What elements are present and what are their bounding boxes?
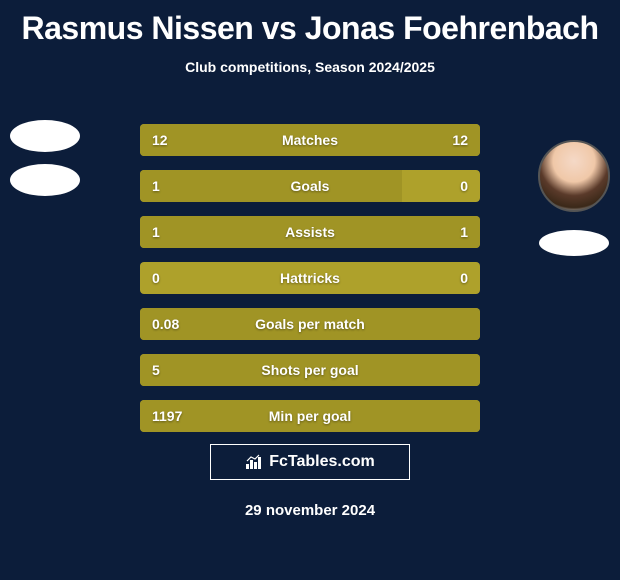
stat-value-right: 0 xyxy=(460,270,468,286)
brand-text: FcTables.com xyxy=(269,453,375,471)
player-left-flag-placeholder xyxy=(10,164,80,196)
stat-value-left: 1 xyxy=(152,224,160,240)
stat-label: Matches xyxy=(282,132,338,148)
player-right-flag-placeholder xyxy=(539,230,609,256)
footer-date: 29 november 2024 xyxy=(245,502,375,519)
stat-row: 12 Matches 12 xyxy=(140,124,480,156)
stat-label: Hattricks xyxy=(280,270,340,286)
stat-value-right: 12 xyxy=(452,132,468,148)
stat-fill-right xyxy=(310,216,480,248)
stat-row: 1 Goals 0 xyxy=(140,170,480,202)
stat-row: 0 Hattricks 0 xyxy=(140,262,480,294)
stat-label: Assists xyxy=(285,224,335,240)
stat-label: Shots per goal xyxy=(261,362,358,378)
stat-value-left: 0 xyxy=(152,270,160,286)
stat-row: 5 Shots per goal xyxy=(140,354,480,386)
player-left-avatar-placeholder xyxy=(10,120,80,152)
stat-value-left: 0.08 xyxy=(152,316,179,332)
player-right-avatar xyxy=(538,140,610,212)
player-right-column xyxy=(538,140,610,256)
page-title: Rasmus Nissen vs Jonas Foehrenbach xyxy=(0,0,620,47)
stat-value-left: 1197 xyxy=(152,408,182,424)
stat-label: Goals per match xyxy=(255,316,365,332)
stat-row: 1197 Min per goal xyxy=(140,400,480,432)
stat-label: Goals xyxy=(291,178,330,194)
brand-badge: FcTables.com xyxy=(210,444,410,480)
stat-value-right: 0 xyxy=(460,178,468,194)
stat-value-left: 1 xyxy=(152,178,160,194)
stat-row: 0.08 Goals per match xyxy=(140,308,480,340)
stat-label: Min per goal xyxy=(269,408,351,424)
chart-icon xyxy=(245,454,263,470)
stats-container: 12 Matches 12 1 Goals 0 1 Assists 1 0 Hattricks 0 0.… xyxy=(140,124,480,432)
stat-row: 1 Assists 1 xyxy=(140,216,480,248)
subtitle: Club competitions, Season 2024/2025 xyxy=(0,59,620,75)
stat-value-left: 12 xyxy=(152,132,168,148)
stat-value-right: 1 xyxy=(460,224,468,240)
stat-value-left: 5 xyxy=(152,362,160,378)
player-left-column xyxy=(10,120,80,196)
stat-fill-left xyxy=(140,170,402,202)
